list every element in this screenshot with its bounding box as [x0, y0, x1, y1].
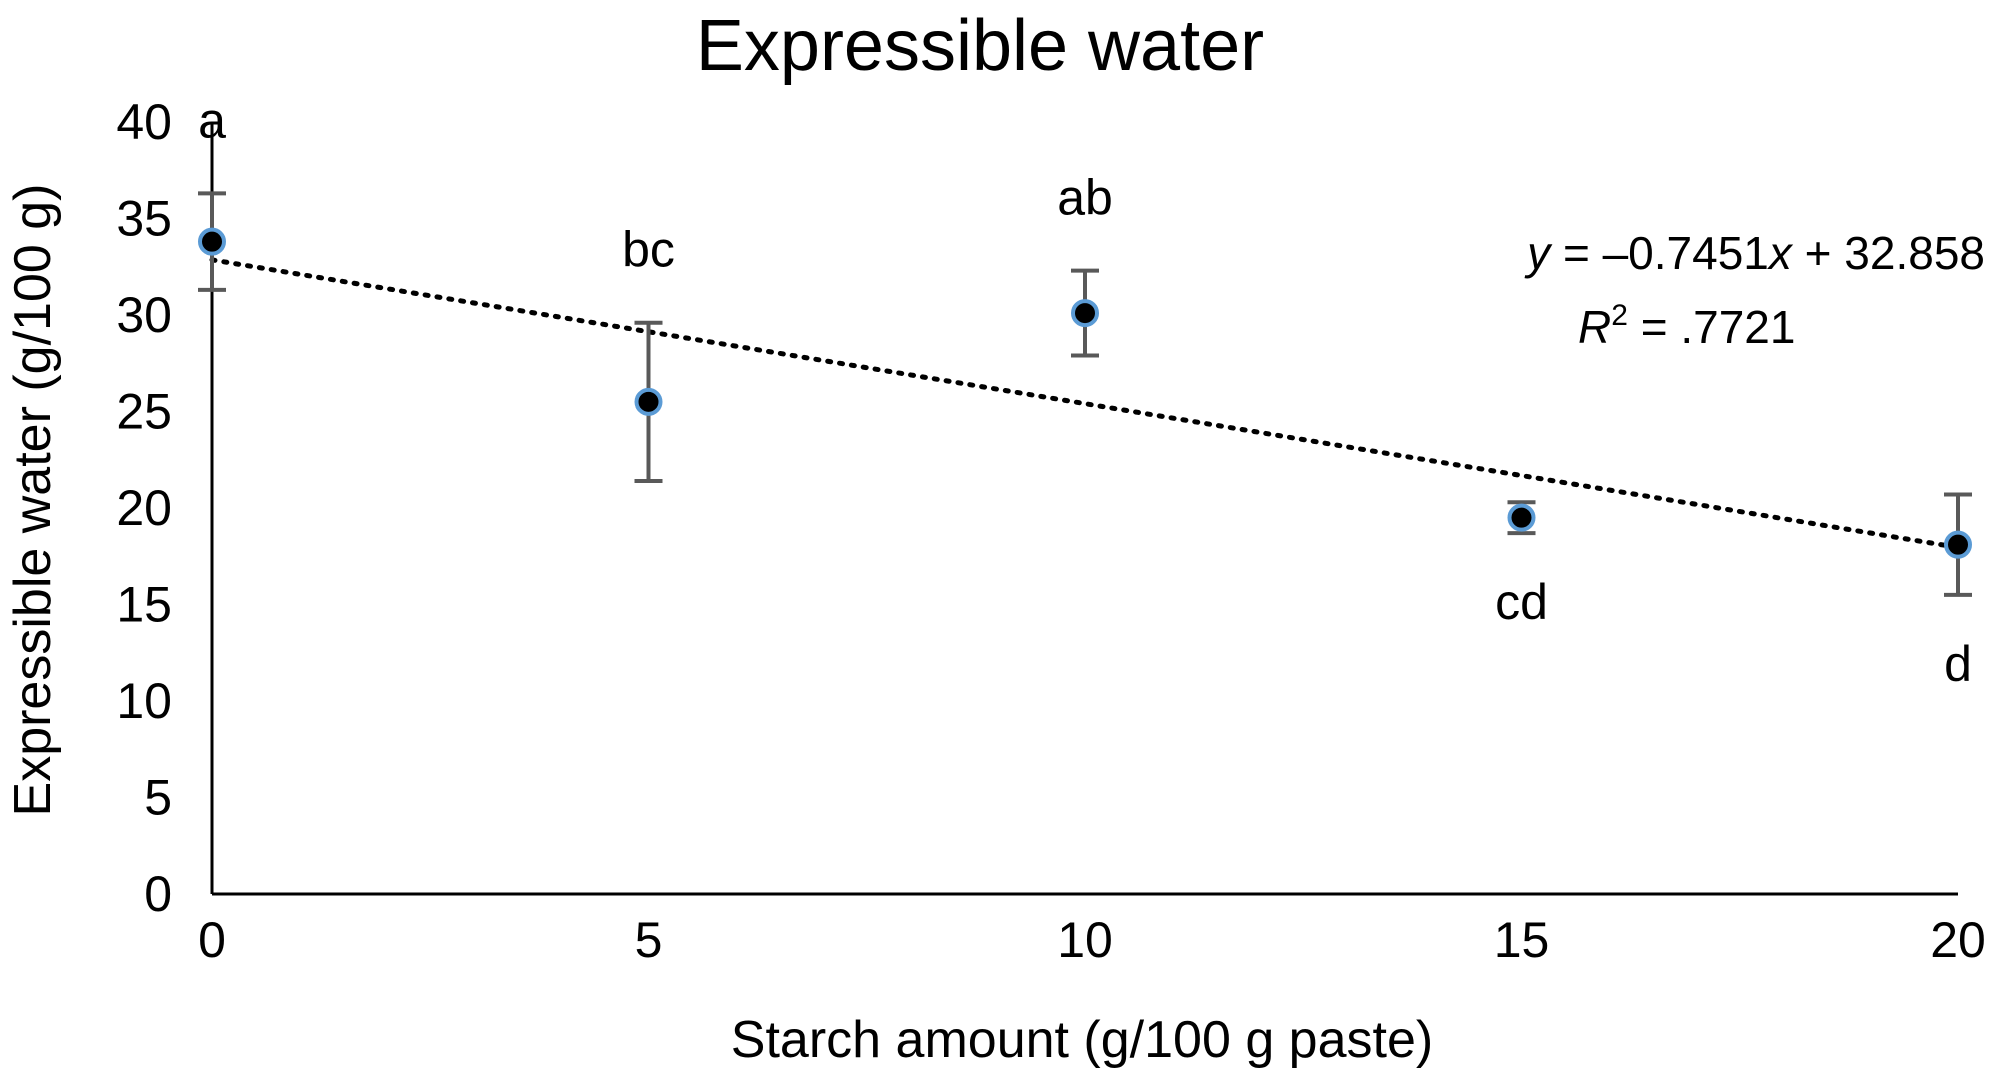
y-axis-label: Expressible water (g/100 g): [4, 184, 62, 817]
trendline-layer: [209, 257, 1961, 550]
group-letter-label: d: [1944, 636, 1972, 692]
group-letter-label: ab: [1057, 170, 1113, 226]
data-point: [198, 227, 226, 256]
x-tick-label: 20: [1930, 912, 1986, 968]
y-tick-label: 30: [116, 287, 172, 343]
trendline-equation: y = –0.7451x + 32.858: [1524, 227, 1985, 279]
group-letter-label: bc: [622, 222, 675, 278]
r-squared-value: = .7721: [1628, 301, 1796, 353]
x-tick-label: 15: [1494, 912, 1550, 968]
r-squared-var: R: [1578, 301, 1611, 353]
equation-intercept: + 32.858: [1792, 227, 1985, 279]
equation-slope: = –0.7451: [1550, 227, 1769, 279]
data-point: [1071, 299, 1099, 328]
group-letter-label: a: [198, 92, 226, 148]
y-tick-label: 40: [116, 94, 172, 150]
y-tick-label: 5: [144, 770, 172, 826]
y-tick-label: 15: [116, 577, 172, 633]
trendline: [209, 257, 1961, 550]
x-tick-label: 10: [1057, 912, 1113, 968]
data-point: [634, 387, 663, 416]
x-tick-label: 5: [635, 912, 663, 968]
r-squared-label: R2 = .7721: [1578, 299, 1795, 353]
data-point: [1944, 530, 1972, 559]
equation-y-var: y: [1524, 227, 1553, 279]
axes: 0 5 10 15 20 0 5 10 15 20 25 30 35 40: [116, 94, 1985, 968]
y-tick-label: 35: [116, 191, 172, 247]
x-axis-label: Starch amount (g/100 g paste): [731, 1011, 1433, 1069]
y-tick-label: 25: [116, 384, 172, 440]
y-tick-label: 10: [116, 673, 172, 729]
chart-title: Expressible water: [696, 6, 1264, 86]
x-tick-label: 0: [198, 912, 226, 968]
group-letters: a bc ab cd d: [198, 92, 1972, 691]
y-tick-label: 0: [144, 866, 172, 922]
data-points: [198, 227, 1972, 559]
y-tick-label: 20: [116, 480, 172, 536]
group-letter-label: cd: [1495, 574, 1548, 630]
data-point: [1507, 503, 1536, 532]
r-squared-sup: 2: [1611, 299, 1628, 332]
equation-x-var: x: [1767, 227, 1794, 279]
